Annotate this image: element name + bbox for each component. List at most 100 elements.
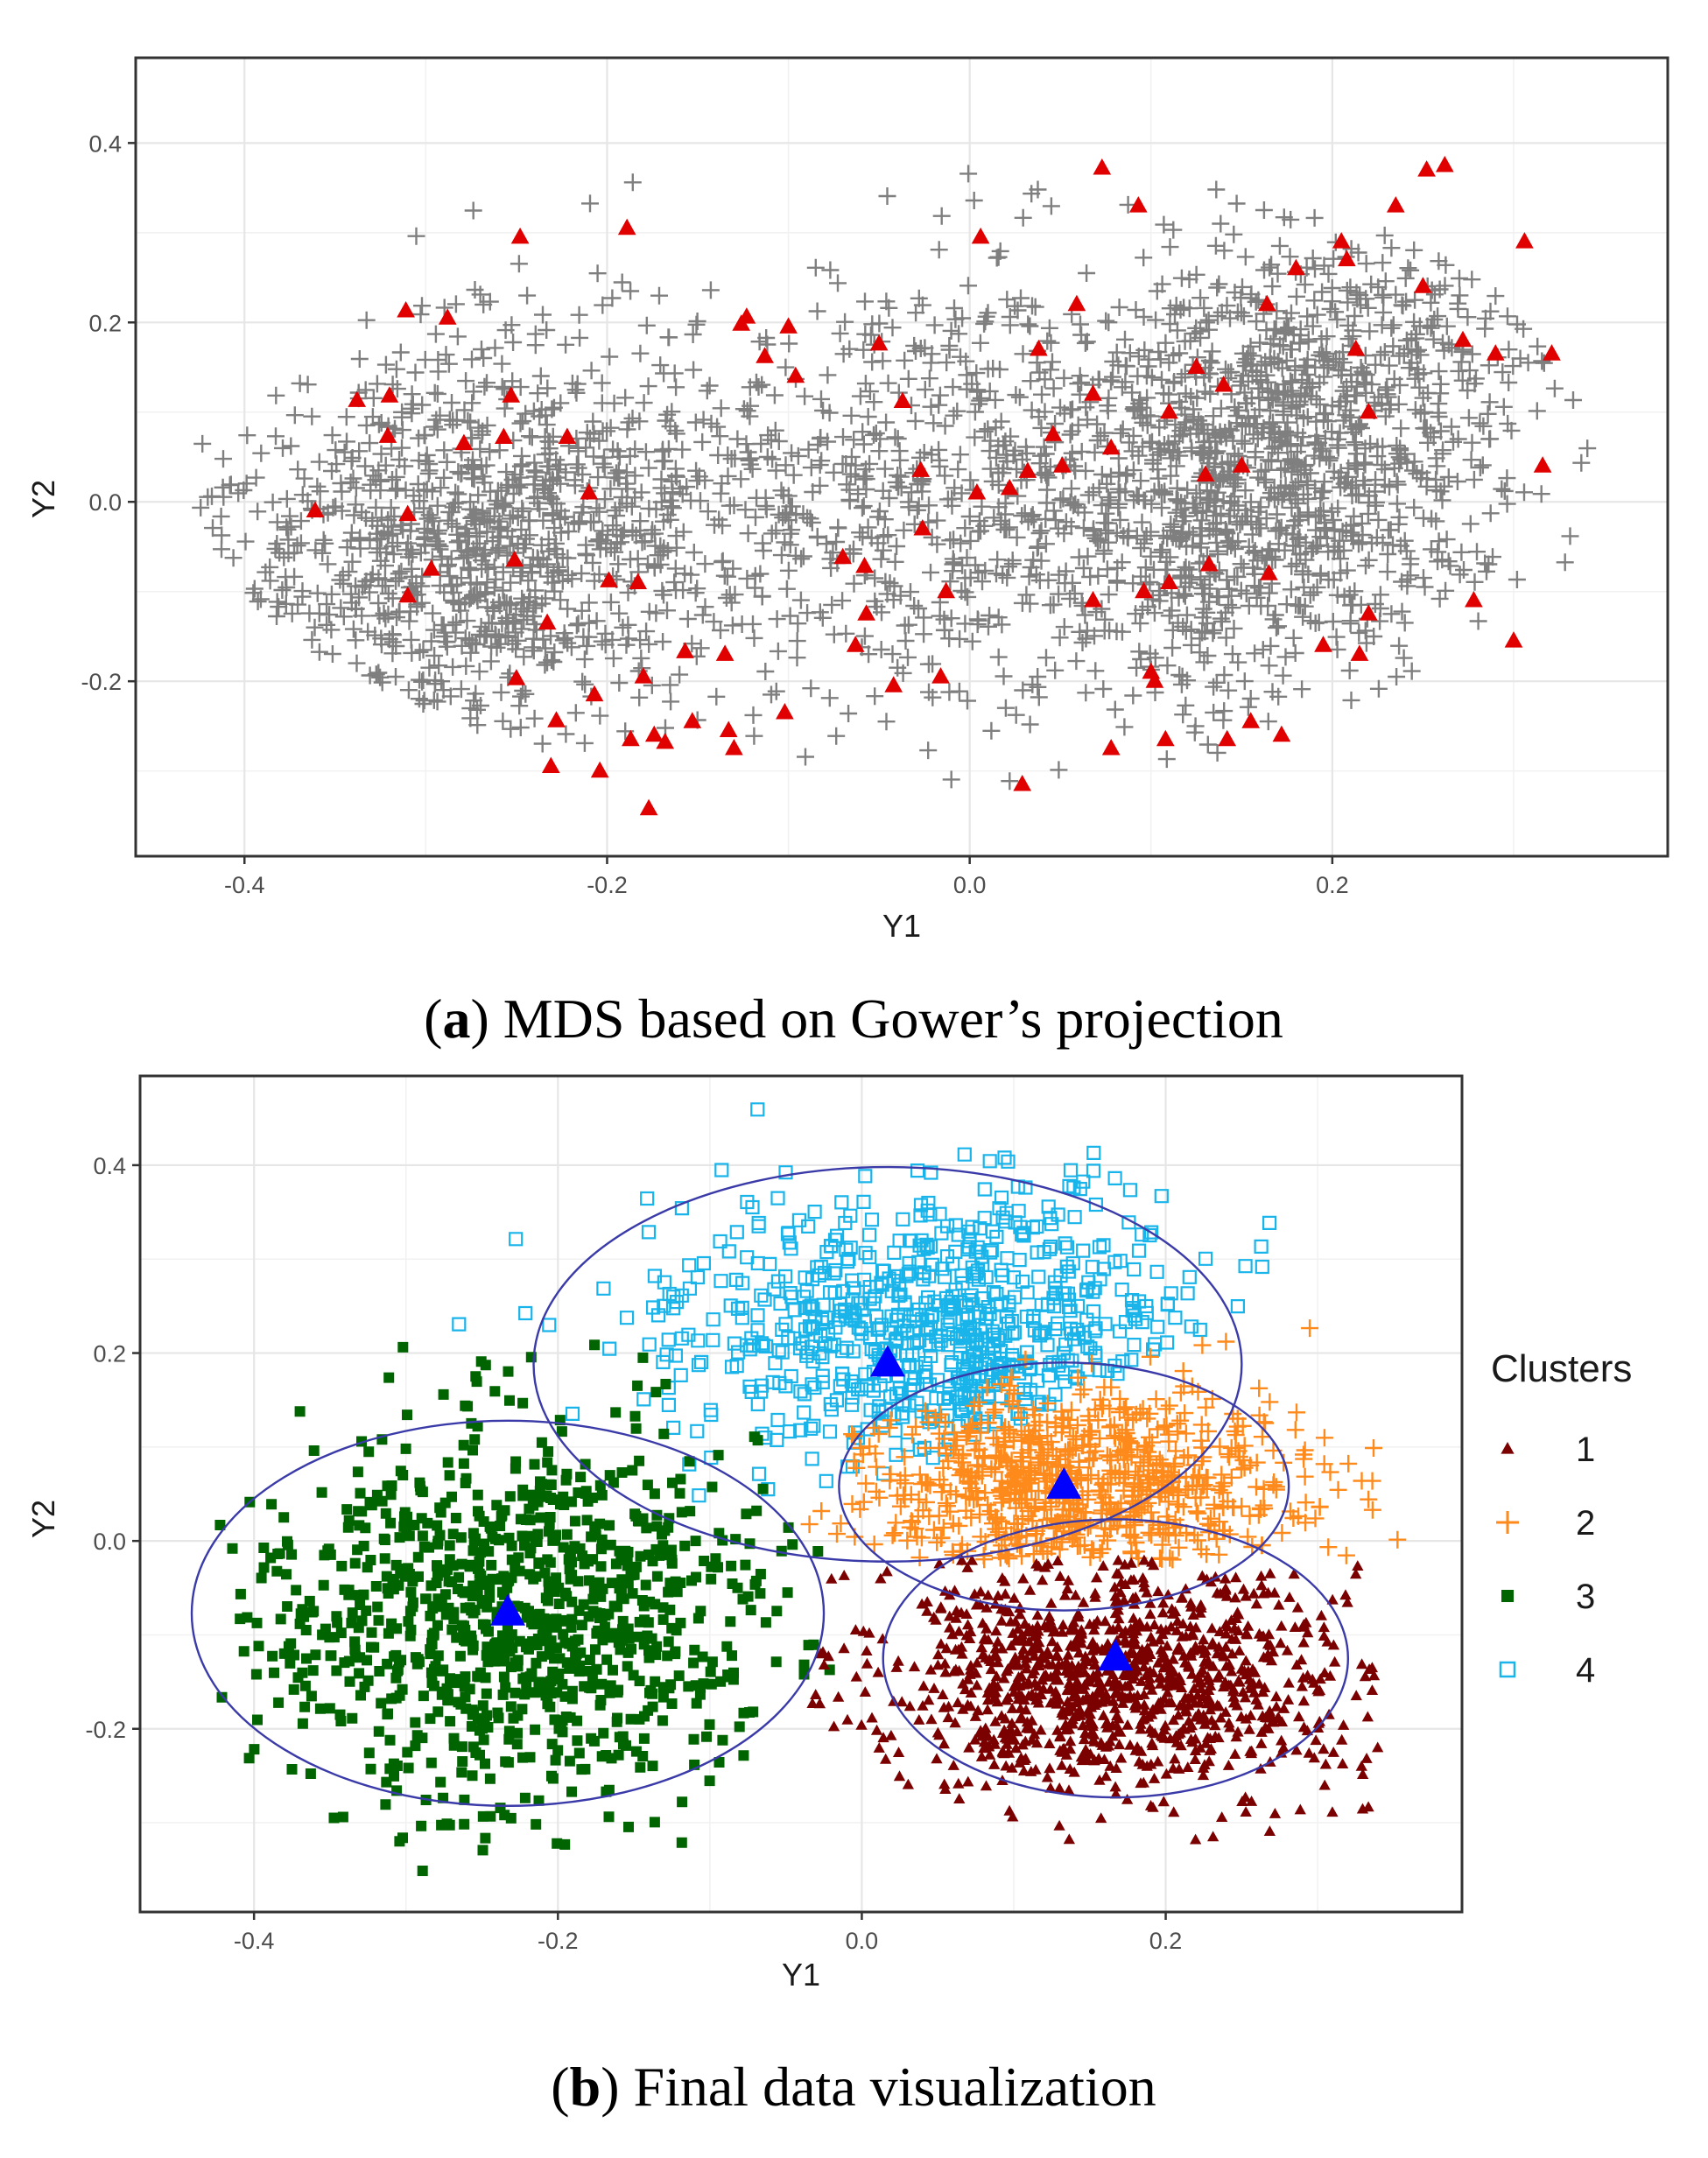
panel-a-points bbox=[192, 155, 1597, 816]
panel-b-cluster-1-markers bbox=[806, 1554, 1384, 1845]
panel-b-center-cluster-2 bbox=[1046, 1466, 1082, 1499]
panel-b-y-tick-label: 0.0 bbox=[93, 1529, 126, 1555]
panel-a-center-point bbox=[306, 501, 325, 517]
panel-a-center-point bbox=[884, 676, 903, 692]
panel-a-center-point bbox=[1260, 564, 1278, 580]
panel-a-center-point bbox=[502, 386, 521, 403]
panel-a-caption: (a) MDS based on Gower’s projection bbox=[424, 988, 1283, 1050]
panel-a-observation-markers bbox=[192, 165, 1597, 791]
panel-a-center-point bbox=[937, 581, 956, 599]
panel-a-center-point bbox=[1272, 725, 1291, 742]
panel-a-center-point bbox=[1156, 729, 1175, 747]
panel-a-center-point bbox=[398, 504, 418, 522]
panel-a-center-point bbox=[1332, 232, 1351, 249]
panel-a-center-point bbox=[846, 636, 865, 652]
panel-a-y-tick-label: 0.0 bbox=[88, 489, 122, 516]
panel-a-center-point bbox=[1287, 258, 1305, 276]
panel-a-center-point bbox=[454, 433, 474, 451]
panel-b-center-cluster-3 bbox=[490, 1593, 526, 1626]
panel-a-center-point bbox=[1359, 604, 1378, 621]
legend-label-3: 3 bbox=[1576, 1578, 1595, 1616]
panel-a-center-point bbox=[1453, 330, 1473, 348]
panel-a-center-point bbox=[779, 317, 798, 334]
panel-a-center-point bbox=[507, 669, 526, 685]
panel-a-center-point bbox=[600, 571, 618, 587]
panel-a-center-point bbox=[1187, 357, 1205, 374]
panel-a-y-axis-ticks: -0.2 0.0 0.2 0.4 bbox=[81, 130, 136, 695]
panel-a-center-point bbox=[786, 366, 805, 383]
panel-a-center-point bbox=[397, 300, 415, 318]
panel-a-center-point bbox=[1214, 375, 1233, 392]
panel-a-center-point bbox=[348, 390, 367, 407]
panel-a-center-point bbox=[1084, 384, 1102, 401]
panel-b-y-tick-label: -0.2 bbox=[85, 1717, 126, 1743]
panel-b-caption-text: Final data visualization bbox=[620, 2056, 1156, 2118]
panel-b-caption-letter: b bbox=[570, 2056, 601, 2118]
panel-a-center-point bbox=[1000, 478, 1019, 496]
panel-b-cluster-ellipses bbox=[190, 1165, 1350, 1807]
panel-a-center-point bbox=[715, 644, 735, 661]
panel-b-legend: Clusters 1 2 3 4 bbox=[1491, 1347, 1632, 1690]
panel-b-center-cluster-4 bbox=[869, 1345, 905, 1377]
panel-a-center-point bbox=[1417, 160, 1436, 177]
panel-a-center-point bbox=[732, 314, 751, 331]
panel-a-center-point bbox=[1414, 277, 1432, 293]
legend-key-4 bbox=[1499, 1661, 1516, 1678]
panel-a-center-point bbox=[1135, 581, 1153, 599]
panel-a-center-point bbox=[1314, 636, 1332, 652]
legend-key-1 bbox=[1501, 1442, 1515, 1454]
panel-b-ellipse-cluster-3 bbox=[190, 1419, 826, 1807]
panel-a-center-point bbox=[1145, 671, 1164, 688]
panel-b-y-axis-ticks: -0.2 0.0 0.2 0.4 bbox=[85, 1153, 140, 1743]
panel-a-x-tick-label: 0.0 bbox=[953, 872, 987, 898]
panel-a-center-point bbox=[1338, 250, 1356, 267]
panel-a-center-point bbox=[857, 604, 875, 621]
panel-a-center-point bbox=[538, 613, 557, 630]
panel-a-center-point bbox=[1257, 294, 1276, 312]
panel-b-points bbox=[214, 1102, 1407, 1876]
panel-a-center-point bbox=[510, 227, 530, 244]
panel-b-y-tick-label: 0.2 bbox=[93, 1341, 126, 1367]
panel-a-center-point bbox=[855, 556, 874, 573]
legend-title: Clusters bbox=[1491, 1347, 1632, 1390]
panel-b-ellipse-cluster-4 bbox=[532, 1165, 1243, 1563]
panel-a-center-point bbox=[967, 482, 987, 500]
panel-b-x-tick-label: -0.4 bbox=[234, 1928, 275, 1954]
panel-a-y-tick-label: 0.2 bbox=[88, 310, 122, 336]
panel-b-y-tick-label: 0.4 bbox=[93, 1153, 126, 1179]
panel-a-center-point bbox=[1052, 456, 1072, 473]
panel-b-cluster-centers bbox=[490, 1345, 1134, 1671]
panel-b-x-tick-label: -0.2 bbox=[538, 1928, 579, 1954]
panel-a-x-tick-label: -0.4 bbox=[224, 872, 265, 898]
panel-b-y-axis-title: Y2 bbox=[25, 1500, 61, 1538]
panel-b-caption: (b) Final data visualization bbox=[551, 2056, 1156, 2118]
panel-a-center-point bbox=[869, 334, 889, 351]
panel-a-center-point bbox=[1196, 465, 1215, 482]
panel-a-center-point bbox=[547, 711, 566, 728]
panel-a-mds-projection: -0.4 -0.2 0.0 0.2 -0.2 0.0 0.2 0.4 Y1 Y2 (a) M… bbox=[25, 56, 1669, 1050]
panel-a-center-point bbox=[1241, 712, 1261, 728]
panel-a-caption-text: MDS based on Gower’s projection bbox=[489, 988, 1283, 1050]
panel-a-center-point bbox=[629, 573, 648, 589]
panel-a-center-point bbox=[639, 798, 658, 816]
panel-b-x-tick-label: 0.2 bbox=[1149, 1928, 1183, 1954]
panel-a-center-point bbox=[634, 667, 653, 684]
panel-a-center-point bbox=[683, 712, 702, 728]
panel-a-center-point bbox=[833, 547, 853, 565]
panel-a-center-point bbox=[1128, 196, 1148, 213]
panel-a-center-point bbox=[971, 227, 990, 244]
panel-a-y-tick-label: -0.2 bbox=[81, 669, 122, 695]
panel-a-center-point bbox=[931, 667, 950, 684]
panel-a-center-point bbox=[893, 391, 912, 408]
panel-b-final-visualization: -0.4 -0.2 0.0 0.2 -0.2 0.0 0.2 0.4 Y1 Y2 Clust… bbox=[25, 1074, 1632, 2118]
panel-a-center-point bbox=[1543, 344, 1561, 361]
legend-items: 1 2 3 4 bbox=[1496, 1430, 1595, 1690]
panel-a-center-point bbox=[378, 426, 397, 443]
panel-a-center-point bbox=[558, 427, 577, 444]
panel-a-plot-background bbox=[136, 58, 1668, 856]
legend-label-2: 2 bbox=[1576, 1504, 1595, 1543]
panel-b-x-tick-label: 0.0 bbox=[846, 1928, 879, 1954]
panel-a-center-point bbox=[380, 386, 399, 403]
panel-a-caption-letter: a bbox=[442, 988, 470, 1050]
panel-a-center-point bbox=[438, 308, 457, 325]
